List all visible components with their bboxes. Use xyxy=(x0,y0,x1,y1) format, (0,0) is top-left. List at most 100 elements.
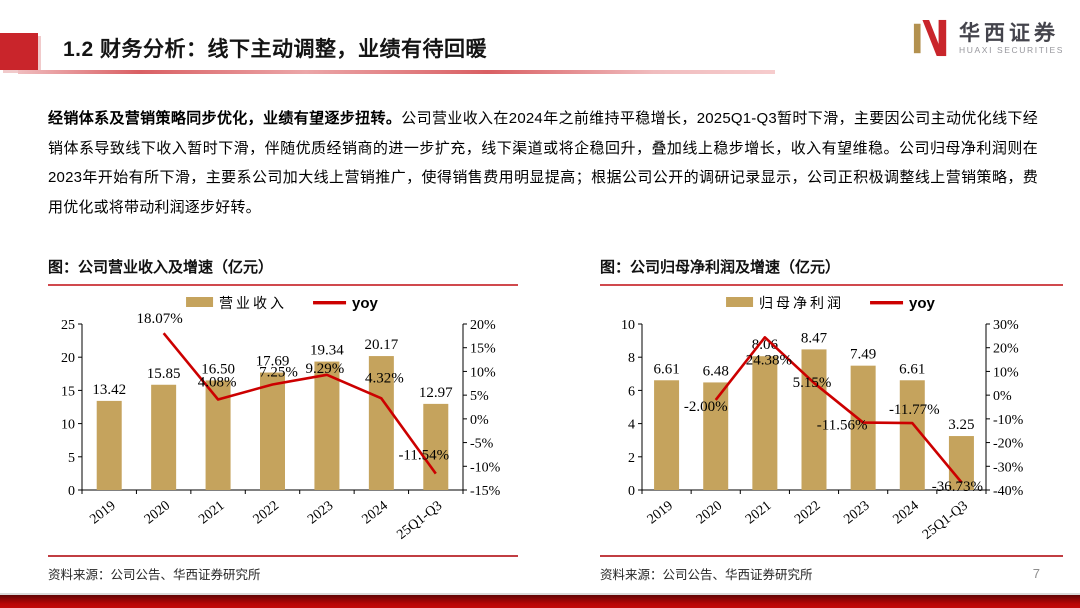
bar-label: 8.06 xyxy=(752,337,779,353)
right-axis-tick: 10% xyxy=(470,365,496,380)
category-label: 25Q1-Q3 xyxy=(920,498,971,542)
bar-2020 xyxy=(703,382,729,490)
left-axis-tick: 4 xyxy=(628,418,635,433)
bar-25Q1-Q3 xyxy=(423,403,449,490)
right-axis-tick: -10% xyxy=(470,460,501,475)
yoy-label: 5.15% xyxy=(793,375,832,391)
yoy-label: 7.25% xyxy=(259,364,298,380)
summary-lead: 经销体系及营销策略同步优化，业绩有望逐步扭转。 xyxy=(48,110,402,127)
revenue-chart-rule xyxy=(48,284,518,286)
yoy-label: -2.00% xyxy=(684,399,728,415)
legend-line-swatch xyxy=(870,301,904,305)
legend-bar-swatch xyxy=(726,297,754,307)
bar-2022 xyxy=(801,349,827,490)
huaxi-logo-icon xyxy=(913,19,947,57)
right-axis-tick: 0% xyxy=(470,413,489,428)
left-axis-tick: 5 xyxy=(68,451,75,466)
left-axis-tick: 6 xyxy=(628,384,635,399)
profit-chart-rule xyxy=(600,284,1063,286)
category-label: 2021 xyxy=(743,498,774,527)
page-number: 7 xyxy=(1032,566,1040,581)
left-axis-tick: 10 xyxy=(621,318,635,333)
bar-label: 3.25 xyxy=(948,417,974,433)
bar-2024 xyxy=(368,356,394,490)
yoy-labels: -2.00% 24.38%5.15% -11.56% -11.77% -36.73% xyxy=(684,352,983,495)
bar-label: 20.17 xyxy=(364,337,398,353)
legend-line-swatch xyxy=(313,301,347,305)
bar-2019 xyxy=(654,380,680,490)
category-label: 2021 xyxy=(196,498,227,527)
right-axis-tick: -40% xyxy=(993,484,1024,499)
category-label: 2022 xyxy=(251,498,282,527)
profit-chart-title: 图：公司归母净利润及增速（亿元） xyxy=(600,259,841,276)
source-note-left: 资料来源：公司公告、华西证券研究所 xyxy=(48,555,518,583)
yoy-label: -36.73% xyxy=(932,479,983,495)
yoy-label: -11.54% xyxy=(398,448,449,464)
yoy-label: 18.07% xyxy=(137,311,183,327)
header-accent-square xyxy=(0,33,38,70)
bar-2019 xyxy=(96,400,122,490)
yoy-labels: 18.07% 4.08% 7.25% 9.29% 4.32% -11.54% xyxy=(137,311,450,463)
category-label: 2019 xyxy=(645,498,676,527)
category-label: 2022 xyxy=(792,498,823,527)
yoy-label: 9.29% xyxy=(306,361,345,377)
category-label: 25Q1-Q3 xyxy=(394,498,445,542)
source-note-right: 资料来源：公司公告、华西证券研究所 xyxy=(600,555,1063,583)
bar-2023 xyxy=(850,365,876,490)
revenue-chart-section: 图：公司营业收入及增速（亿元） 0 5 10 15 20 25 -15% -10% -5% 0% 5… xyxy=(48,256,518,546)
right-axis-tick: 0% xyxy=(993,389,1012,404)
right-axis-tick: -5% xyxy=(470,437,494,452)
left-axis-tick: 25 xyxy=(61,318,75,333)
bar-label: 16.50 xyxy=(201,361,235,377)
yoy-label: -11.77% xyxy=(889,402,940,418)
left-axis-tick: 15 xyxy=(61,384,75,399)
revenue-chart-title: 图：公司营业收入及增速（亿元） xyxy=(48,259,274,276)
right-axis-tick: 30% xyxy=(993,318,1019,333)
bar-label: 17.69 xyxy=(256,354,290,370)
bar-label: 6.48 xyxy=(703,363,729,379)
left-axis-tick: 0 xyxy=(628,484,635,499)
category-label: 2019 xyxy=(87,498,118,527)
left-axis-tick: 20 xyxy=(61,351,75,366)
logo-name-cn: 华西证券 xyxy=(959,20,1060,45)
category-label: 2020 xyxy=(142,498,173,527)
yoy-label: -11.56% xyxy=(817,418,868,434)
bar-series: 13.42 15.85 16.50 17.69 19.34 20.17 12.97 xyxy=(92,337,453,490)
category-label: 2020 xyxy=(694,498,725,527)
bar-label: 8.47 xyxy=(801,330,828,346)
logo-name-en: HUAXI SECURITIES xyxy=(959,44,1064,55)
yoy-label: 4.32% xyxy=(365,370,404,386)
huaxi-logo-text: 华西证券 HUAXI SECURITIES xyxy=(959,21,1064,56)
yoy-line xyxy=(162,332,437,475)
right-axis-tick: 20% xyxy=(993,342,1019,357)
legend: 归母净利润 yoy xyxy=(726,295,936,312)
bar-label: 15.85 xyxy=(147,366,181,382)
bar-label: 7.49 xyxy=(850,347,876,363)
bar-2024 xyxy=(899,380,925,490)
right-axis-tick: -10% xyxy=(993,413,1024,428)
bar-series: 6.61 6.48 8.06 8.47 7.49 6.61 3.25 xyxy=(653,330,975,490)
title-underline xyxy=(18,70,775,74)
summary-paragraph: 经销体系及营销策略同步优化，业绩有望逐步扭转。公司营业收入在2024年之前维持平… xyxy=(48,104,1038,222)
profit-chart-section: 图：公司归母净利润及增速（亿元） 0 2 4 6 8 10 -40% -30% -20% -10%… xyxy=(600,256,1063,546)
right-axis-tick: 20% xyxy=(470,318,496,333)
bar-label: 19.34 xyxy=(310,343,344,359)
category-label: 2023 xyxy=(841,498,872,527)
category-label: 2023 xyxy=(305,498,336,527)
left-axis-tick: 10 xyxy=(61,418,75,433)
legend-line-label: yoy xyxy=(909,295,936,312)
category-label: 2024 xyxy=(890,498,921,527)
right-axis-tick: -30% xyxy=(993,460,1024,475)
bar-2022 xyxy=(260,372,285,490)
bar-2021 xyxy=(752,356,778,490)
legend-line-label: yoy xyxy=(352,295,379,312)
legend: 营业收入 yoy xyxy=(186,295,379,312)
bottom-red-bar xyxy=(0,593,1080,608)
left-axis-tick: 8 xyxy=(628,351,635,366)
bar-label: 13.42 xyxy=(92,382,126,398)
